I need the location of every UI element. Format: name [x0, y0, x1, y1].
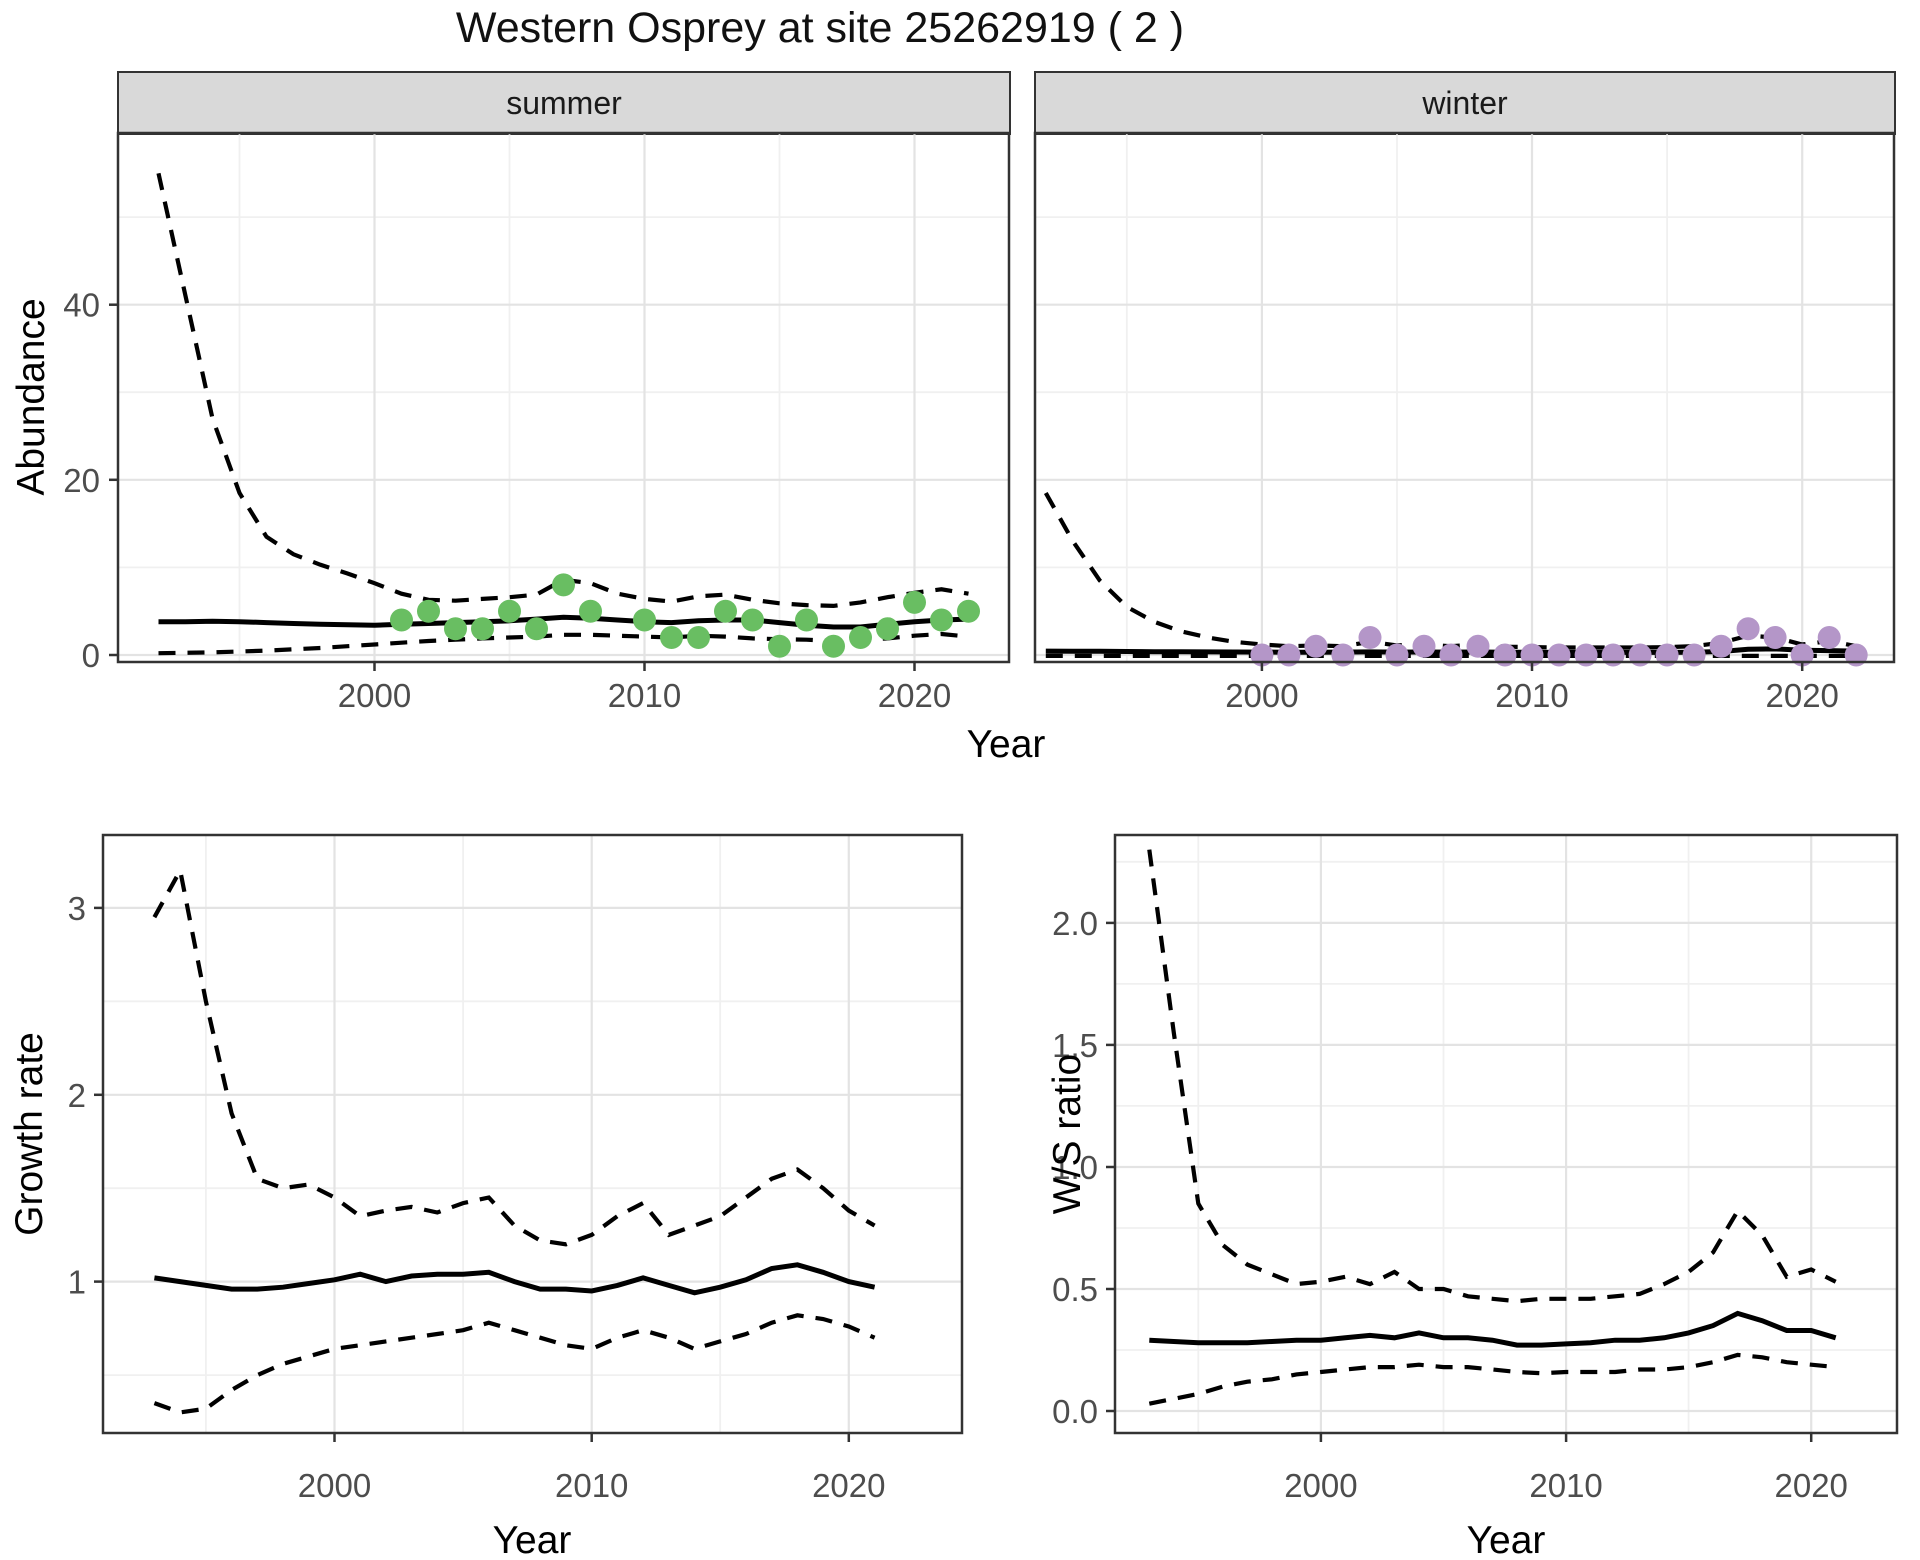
upper-ci-line [152, 864, 876, 1247]
x-tick-label: 2020 [878, 677, 951, 714]
upper-ci-line [1043, 491, 1857, 650]
x-tick-label: 2000 [298, 1467, 371, 1504]
y-tick-label: 3 [68, 890, 86, 927]
panel-growth-rate: 2000 2010 2020 1 2 3 [68, 833, 964, 1504]
data-point [525, 617, 548, 641]
panel-border [116, 131, 1011, 664]
y-axis-label-ws-ratio: W/S ratio [1046, 1054, 1089, 1214]
data-point [552, 573, 575, 597]
panel-abundance-summer: 2000 2010 2020 0 20 40 [63, 131, 1011, 714]
data-point [876, 617, 899, 641]
facet-strip-winter-label: winter [1422, 84, 1508, 121]
y-tick-label: 0.0 [1052, 1393, 1098, 1430]
data-point [930, 608, 953, 632]
panel-abundance-winter: 2000 2010 2020 [1033, 131, 1896, 714]
lower-ci-line [1148, 1352, 1836, 1406]
data-point [768, 634, 791, 658]
data-point [417, 599, 440, 623]
data-point [714, 599, 737, 623]
mean-line [158, 614, 969, 630]
data-point [1466, 634, 1490, 658]
x-tick-label: 2000 [338, 677, 411, 714]
chart-title: Western Osprey at site 25262919 ( 2 ) [455, 4, 1185, 52]
y-tick-label: 40 [63, 287, 100, 324]
x-tick-label: 2010 [555, 1467, 628, 1504]
y-tick-label: 0.5 [1052, 1271, 1098, 1308]
x-tick-label: 2010 [1529, 1467, 1602, 1504]
x-axis-label-year-bottom-left: Year [493, 1519, 572, 1560]
panel-border [101, 833, 964, 1435]
data-point [1817, 626, 1841, 649]
x-tick-label: 2010 [608, 677, 681, 714]
data-point [1709, 634, 1733, 658]
facet-strip-summer: summer [117, 71, 1011, 135]
data-point [1736, 617, 1760, 641]
upper-ci-line [1147, 849, 1837, 1304]
facet-strip-summer-label: summer [506, 84, 622, 121]
y-axis-label-abundance: Abundance [10, 298, 53, 495]
y-tick-label: 2.0 [1052, 905, 1098, 942]
mean-line [1149, 1310, 1837, 1348]
x-tick-label: 2000 [1284, 1467, 1357, 1504]
data-point [903, 590, 926, 614]
panels-root: 2000 2010 2020 0 20 40 2000 2010 2020 2000 2010 202… [63, 131, 1899, 1504]
y-tick-label: 1.5 [1052, 1027, 1098, 1064]
data-point [579, 599, 602, 623]
y-tick-label: 2 [68, 1077, 86, 1114]
x-tick-label: 2000 [1225, 677, 1298, 714]
data-point [1358, 626, 1382, 649]
panel-ws-ratio: 2000 2010 2020 0.0 0.5 1.0 1.5 2.0 [1052, 833, 1899, 1504]
data-point [633, 608, 656, 632]
facet-strip-winter: winter [1034, 71, 1896, 135]
y-tick-label: 1.0 [1052, 1149, 1098, 1186]
data-point [1304, 634, 1328, 658]
x-tick-label: 2020 [812, 1467, 885, 1504]
y-tick-label: 20 [63, 462, 100, 499]
data-point [741, 608, 764, 632]
data-point [795, 608, 818, 632]
data-point [822, 634, 845, 658]
data-point [390, 608, 413, 632]
data-point [957, 599, 980, 623]
x-axis-label-year-bottom-right: Year [1467, 1519, 1546, 1560]
x-axis-label-year-top: Year [967, 723, 1046, 766]
data-point [444, 617, 467, 641]
data-point [1412, 634, 1436, 658]
panel-border [1033, 131, 1896, 664]
upper-ci-line [156, 172, 969, 609]
y-axis-label-growth-rate: Growth rate [8, 1032, 51, 1236]
data-point [498, 599, 521, 623]
lower-ci-line [158, 631, 969, 656]
data-point [849, 626, 872, 649]
x-tick-label: 2020 [1774, 1467, 1847, 1504]
y-tick-label: 1 [68, 1264, 86, 1301]
x-tick-label: 2010 [1495, 677, 1568, 714]
y-tick-label: 0 [82, 637, 100, 674]
lower-ci-line [153, 1313, 876, 1415]
panel-border [1113, 833, 1899, 1435]
data-point [1763, 626, 1787, 649]
data-point [471, 617, 494, 641]
mean-line [154, 1262, 876, 1296]
x-tick-label: 2020 [1765, 677, 1838, 714]
data-point [687, 626, 710, 649]
data-point [660, 626, 683, 649]
